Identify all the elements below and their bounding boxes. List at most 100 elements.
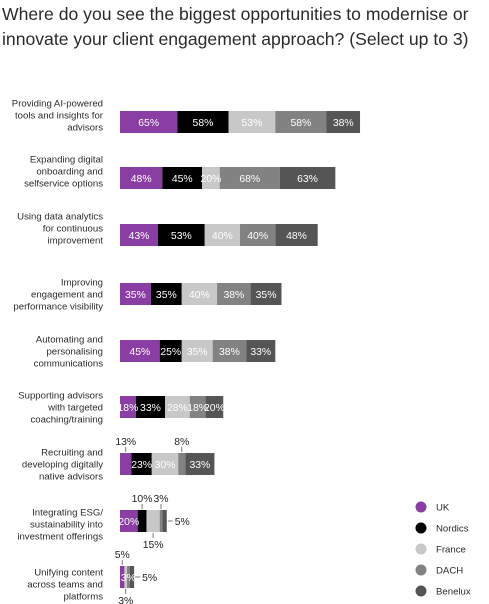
- data-label: 38%: [219, 347, 240, 358]
- data-label: 20%: [204, 403, 225, 414]
- data-label: 28%: [167, 403, 188, 414]
- data-label: 35%: [187, 347, 208, 358]
- bar-segment-uk: [120, 167, 163, 189]
- bar-segment-france: [165, 396, 190, 418]
- bar-segment-benelux: [250, 283, 282, 305]
- bar-segment-uk: [120, 510, 138, 532]
- bar-segment-dach: [212, 340, 247, 362]
- bar-segment-nordics: [131, 453, 152, 475]
- category-label: Supporting advisors with targeted coaching…: [18, 391, 103, 426]
- bar-segment-nordics: [157, 224, 205, 246]
- legend-label-nordics: Nordics: [436, 524, 469, 535]
- data-label: 38%: [333, 118, 354, 129]
- chart-title: Where do you see the biggest opportuniti…: [2, 4, 469, 49]
- bar-segment-dach: [127, 566, 130, 588]
- data-label: 5%: [175, 517, 190, 528]
- bar-segment-benelux: [205, 396, 224, 418]
- bar-segment-france: [146, 510, 160, 532]
- data-label: 5%: [142, 573, 157, 584]
- data-label: 33%: [189, 460, 210, 471]
- bar-segment-france: [181, 283, 218, 305]
- data-label: 3%: [154, 494, 169, 505]
- data-label: 65%: [138, 118, 159, 129]
- data-label: 45%: [129, 347, 150, 358]
- bar-segment-nordics: [150, 283, 182, 305]
- bar-segment-benelux: [275, 224, 318, 246]
- category-label: Unifying content across teams and platform…: [27, 568, 103, 603]
- data-label: 18%: [118, 403, 139, 414]
- bar-segment-france: [181, 340, 213, 362]
- data-label: 53%: [242, 118, 263, 129]
- bar-segment-nordics: [177, 111, 229, 133]
- legend-swatch-france: [415, 543, 427, 555]
- bar-segment-uk: [120, 111, 178, 133]
- category-label: Expanding digital onboarding and selfservi…: [24, 155, 103, 190]
- legend: UK Nordics France DACH Benelux: [415, 501, 471, 598]
- data-label: 10%: [132, 494, 153, 505]
- data-label: 8%: [174, 437, 189, 448]
- bar-segment-benelux: [129, 566, 135, 588]
- bar-segment-dach: [217, 283, 251, 305]
- data-label: 38%: [223, 290, 244, 301]
- legend-label-uk: UK: [436, 503, 450, 514]
- bar-segment-france: [202, 167, 220, 189]
- bar-segment-nordics: [137, 510, 147, 532]
- data-label: 48%: [131, 174, 152, 185]
- category-label: Providing AI-powered tools and insights f…: [12, 99, 104, 134]
- category-label: Integrating ESG/sustainability into inves…: [17, 508, 103, 543]
- data-label: 3%: [118, 596, 133, 604]
- legend-label-france: France: [436, 545, 466, 556]
- bar-segment-dach: [240, 224, 276, 246]
- data-label: 48%: [286, 231, 307, 242]
- data-label: 35%: [156, 290, 177, 301]
- legend-swatch-benelux: [415, 585, 427, 597]
- bar-segment-dach: [159, 510, 163, 532]
- bar-segment-dach: [219, 167, 280, 189]
- bar-segment-benelux: [246, 340, 276, 362]
- bar-segment-dach: [189, 396, 206, 418]
- bar-segment-benelux: [185, 453, 215, 475]
- data-labels: 65% 58% 53% 58% 38% 48% 45% 20% 68% 63% 43% 53% 40% 4…: [115, 118, 354, 604]
- bar-segment-benelux: [162, 510, 167, 532]
- data-label: 35%: [256, 290, 277, 301]
- data-label: 40%: [247, 231, 268, 242]
- data-label: 5%: [115, 550, 130, 561]
- bar-segment-uk: [120, 224, 158, 246]
- bar-segment-uk: [120, 396, 136, 418]
- data-label: 30%: [155, 460, 176, 471]
- bar-segment-benelux: [326, 111, 361, 133]
- category-label: Improving engagement and performance visib…: [13, 278, 103, 313]
- legend-swatch-uk: [415, 501, 427, 513]
- bar-segment-uk: [120, 453, 132, 475]
- data-label: 43%: [129, 231, 150, 242]
- data-label: 58%: [193, 118, 214, 129]
- data-label: 53%: [171, 231, 192, 242]
- bar-segment-benelux: [279, 167, 336, 189]
- data-label: 40%: [189, 290, 210, 301]
- bar-segment-dach: [275, 111, 327, 133]
- category-label: Recruiting and developing digitally native…: [22, 448, 103, 483]
- bar-segment-dach: [178, 453, 186, 475]
- category-label: Automating and personalising communication…: [34, 335, 104, 370]
- bar-segment-france: [124, 566, 128, 588]
- bar-segment-uk: [120, 283, 151, 305]
- data-label: 13%: [115, 437, 136, 448]
- bar-series: [120, 111, 361, 588]
- data-label: 68%: [239, 174, 260, 185]
- legend-label-benelux: Benelux: [436, 587, 471, 598]
- category-labels: Providing AI-powered tools and insights f…: [12, 99, 104, 603]
- data-label: 35%: [125, 290, 146, 301]
- bar-segment-france: [151, 453, 179, 475]
- legend-label-dach: DACH: [436, 566, 463, 577]
- bar-segment-nordics: [162, 167, 203, 189]
- data-label: 23%: [131, 460, 152, 471]
- bar-segment-france: [228, 111, 276, 133]
- bar-segment-uk: [120, 340, 160, 362]
- data-label: 63%: [297, 174, 318, 185]
- category-label: Using data analytics for continuous improv…: [17, 212, 103, 247]
- data-label: 33%: [250, 347, 271, 358]
- legend-swatch-nordics: [415, 522, 427, 534]
- data-label: 15%: [143, 540, 164, 551]
- data-label: 18%: [187, 403, 208, 414]
- data-label: 58%: [291, 118, 312, 129]
